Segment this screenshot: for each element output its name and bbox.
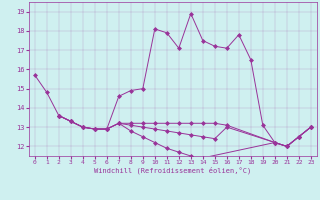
X-axis label: Windchill (Refroidissement éolien,°C): Windchill (Refroidissement éolien,°C): [94, 167, 252, 174]
